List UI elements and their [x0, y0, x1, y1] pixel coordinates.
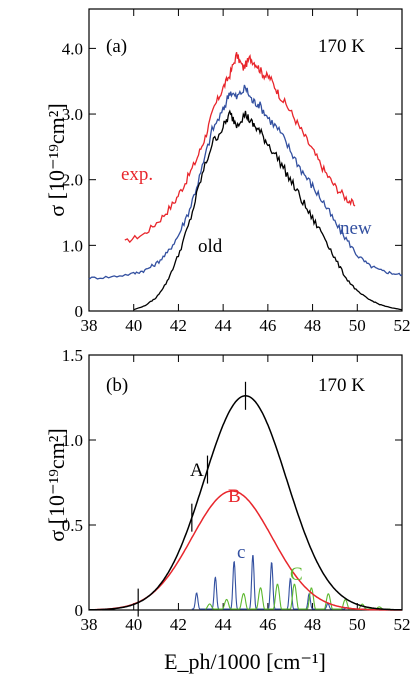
y-tick-label: 1.5	[62, 346, 83, 365]
y-tick-label: 0	[75, 302, 84, 321]
C-curve	[205, 583, 391, 610]
x-tick-label: 42	[170, 316, 187, 335]
panel-b-series	[89, 381, 402, 617]
x-tick-label: 40	[125, 316, 142, 335]
x-tick-label: 48	[304, 615, 321, 634]
x-tick-label: 42	[170, 615, 187, 634]
A-label: A	[190, 460, 204, 481]
x-tick-label: 38	[81, 316, 98, 335]
panel-a-frame	[88, 8, 403, 312]
panel-b-temperature: 170 K	[318, 375, 365, 396]
y-tick-label: 0	[75, 601, 84, 620]
old-curve	[133, 109, 403, 311]
y-tick-label: 0.5	[62, 516, 83, 535]
panel-b-xlabel: E_ph/1000 [cm⁻¹]	[164, 649, 326, 674]
exp-curve	[124, 52, 356, 244]
x-tick-label: 40	[125, 615, 142, 634]
old-label: old	[198, 236, 223, 257]
x-tick-label: 44	[215, 316, 233, 335]
y-tick-label: 1.0	[62, 236, 83, 255]
C-label: C	[290, 564, 303, 585]
x-tick-label: 48	[304, 316, 321, 335]
panel-b-ticks: 38 40 42 44 46 48 50 52 0 0.5 1.0 1.5	[62, 346, 411, 634]
y-tick-label: 4.0	[62, 39, 83, 58]
panel-b-ylabel: σ [10⁻¹⁹cm²]	[44, 428, 69, 541]
panel-a-series	[88, 52, 403, 311]
B-curve	[89, 490, 402, 611]
c-label: c	[237, 542, 245, 563]
panel-b-label: (b)	[106, 375, 128, 396]
A-curve	[89, 395, 402, 611]
x-tick-label: 46	[259, 615, 276, 634]
x-tick-label: 46	[259, 316, 276, 335]
panel-a-ylabel: σ [10⁻¹⁹cm²]	[44, 103, 69, 216]
y-tick-label: 3.0	[62, 105, 83, 124]
x-tick-label: 52	[394, 615, 411, 634]
x-tick-label: 44	[215, 615, 233, 634]
B-label: B	[228, 486, 241, 507]
new-curve	[88, 84, 403, 280]
panel-a-ticks: 38 40 42 44 46 48 50 52 0 1.0 2.0 3.0 4.0	[62, 9, 411, 335]
x-tick-label: 50	[349, 615, 366, 634]
panel-b-frame	[88, 354, 403, 611]
y-tick-label: 2.0	[62, 171, 83, 190]
exp-label: exp.	[121, 164, 153, 185]
x-tick-label: 52	[394, 316, 411, 335]
new-label: new	[340, 218, 372, 239]
panel-a-label: (a)	[106, 36, 127, 57]
x-tick-label: 38	[81, 615, 98, 634]
x-tick-label: 50	[349, 316, 366, 335]
panel-a-temperature: 170 K	[318, 36, 365, 57]
panel-b: 38 40 42 44 46 48 50 52 0 0.5 1.0 1.5 (b) 170 K A B…	[44, 346, 411, 674]
y-tick-label: 1.0	[62, 431, 83, 450]
